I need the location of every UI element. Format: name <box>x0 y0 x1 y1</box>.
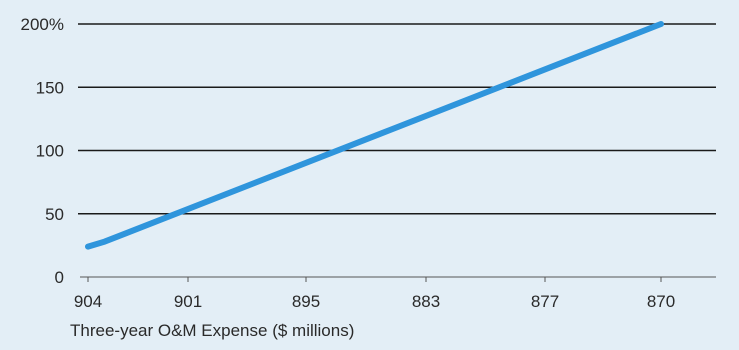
x-tick-label-877: 877 <box>531 292 559 311</box>
y-tick-label-150: 150 <box>36 78 64 97</box>
y-axis-tick-labels: 0 50 100 150 200% <box>21 15 64 287</box>
y-tick-label-50: 50 <box>45 205 64 224</box>
y-tick-label-200: 200% <box>21 15 64 34</box>
x-axis-tick-labels: 904 901 895 883 877 870 <box>74 277 675 311</box>
x-tick-label-883: 883 <box>412 292 440 311</box>
series-layer <box>85 21 664 250</box>
y-tick-label-0: 0 <box>55 268 64 287</box>
gridlines <box>78 23 716 278</box>
x-tick-label-870: 870 <box>647 292 675 311</box>
x-tick-label-904: 904 <box>74 292 102 311</box>
x-axis-title: Three-year O&M Expense ($ millions) <box>70 321 354 340</box>
x-tick-label-901: 901 <box>174 292 202 311</box>
y-tick-label-100: 100 <box>36 142 64 161</box>
x-tick-label-895: 895 <box>292 292 320 311</box>
